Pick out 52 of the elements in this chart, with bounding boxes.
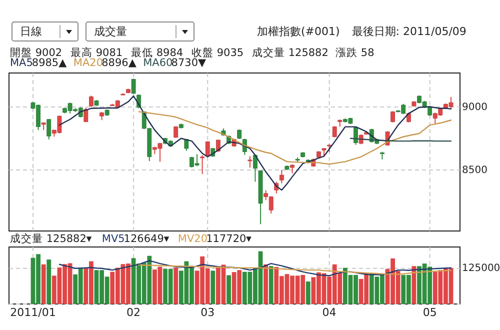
bar xyxy=(264,264,268,304)
candlestick xyxy=(174,126,178,138)
text: MA20 xyxy=(73,57,104,69)
candlestick xyxy=(84,107,88,123)
chart-title: 加權指數(#001) xyxy=(257,25,340,38)
bar xyxy=(226,275,231,304)
candlestick xyxy=(332,126,337,138)
text: 8730▼ xyxy=(171,57,208,69)
bar xyxy=(41,264,46,304)
candlestick xyxy=(200,154,205,175)
text: MA60 xyxy=(143,57,173,69)
candlestick xyxy=(406,112,411,123)
y-tick-label: 125000 xyxy=(462,263,500,274)
text: 最低 8984 xyxy=(131,47,184,59)
chart-subtitle: 最後日期: 2011/05/09 xyxy=(352,25,466,38)
candlestick xyxy=(131,78,136,94)
text: MA5 xyxy=(10,57,33,69)
candlestick xyxy=(89,95,94,108)
text: MV5 xyxy=(102,233,125,245)
line-series xyxy=(58,95,452,191)
x-tick-label: 2011/01 xyxy=(10,306,56,319)
text: 126649▾ xyxy=(124,233,170,245)
y-tick-label: 9000 xyxy=(462,102,488,113)
text: 收盤 9035 xyxy=(192,47,244,59)
text: 成交量 xyxy=(94,25,127,38)
text: 8985▲ xyxy=(32,57,68,69)
candlestick xyxy=(46,118,52,140)
text: 成交量 125882▾ xyxy=(10,232,92,245)
text: 成交量 125882 xyxy=(252,46,328,59)
bar xyxy=(306,281,310,304)
text: 117720▾ xyxy=(206,233,252,245)
text: 最高 9081 xyxy=(70,46,123,59)
bar xyxy=(210,270,216,304)
x-tick-label: 04 xyxy=(322,306,336,319)
x-tick-label: 03 xyxy=(200,306,215,319)
text: MV20 xyxy=(178,233,208,245)
candlestick xyxy=(290,164,294,174)
candlestick xyxy=(248,156,252,168)
text: 漲跌 58 xyxy=(336,47,374,59)
line-series xyxy=(138,111,452,165)
bar xyxy=(268,266,274,304)
candlestick xyxy=(237,128,242,140)
y-tick-label: 8500 xyxy=(462,164,488,176)
x-tick-label: 02 xyxy=(126,306,141,319)
text: 日線 xyxy=(20,25,42,38)
text: 開盤 9002 xyxy=(10,47,62,59)
candlestick xyxy=(253,154,258,182)
bar xyxy=(174,268,178,304)
text: 8896▲ xyxy=(102,57,138,69)
bar xyxy=(46,260,52,304)
candlestick xyxy=(279,170,284,184)
x-tick-label: 05 xyxy=(422,306,437,319)
